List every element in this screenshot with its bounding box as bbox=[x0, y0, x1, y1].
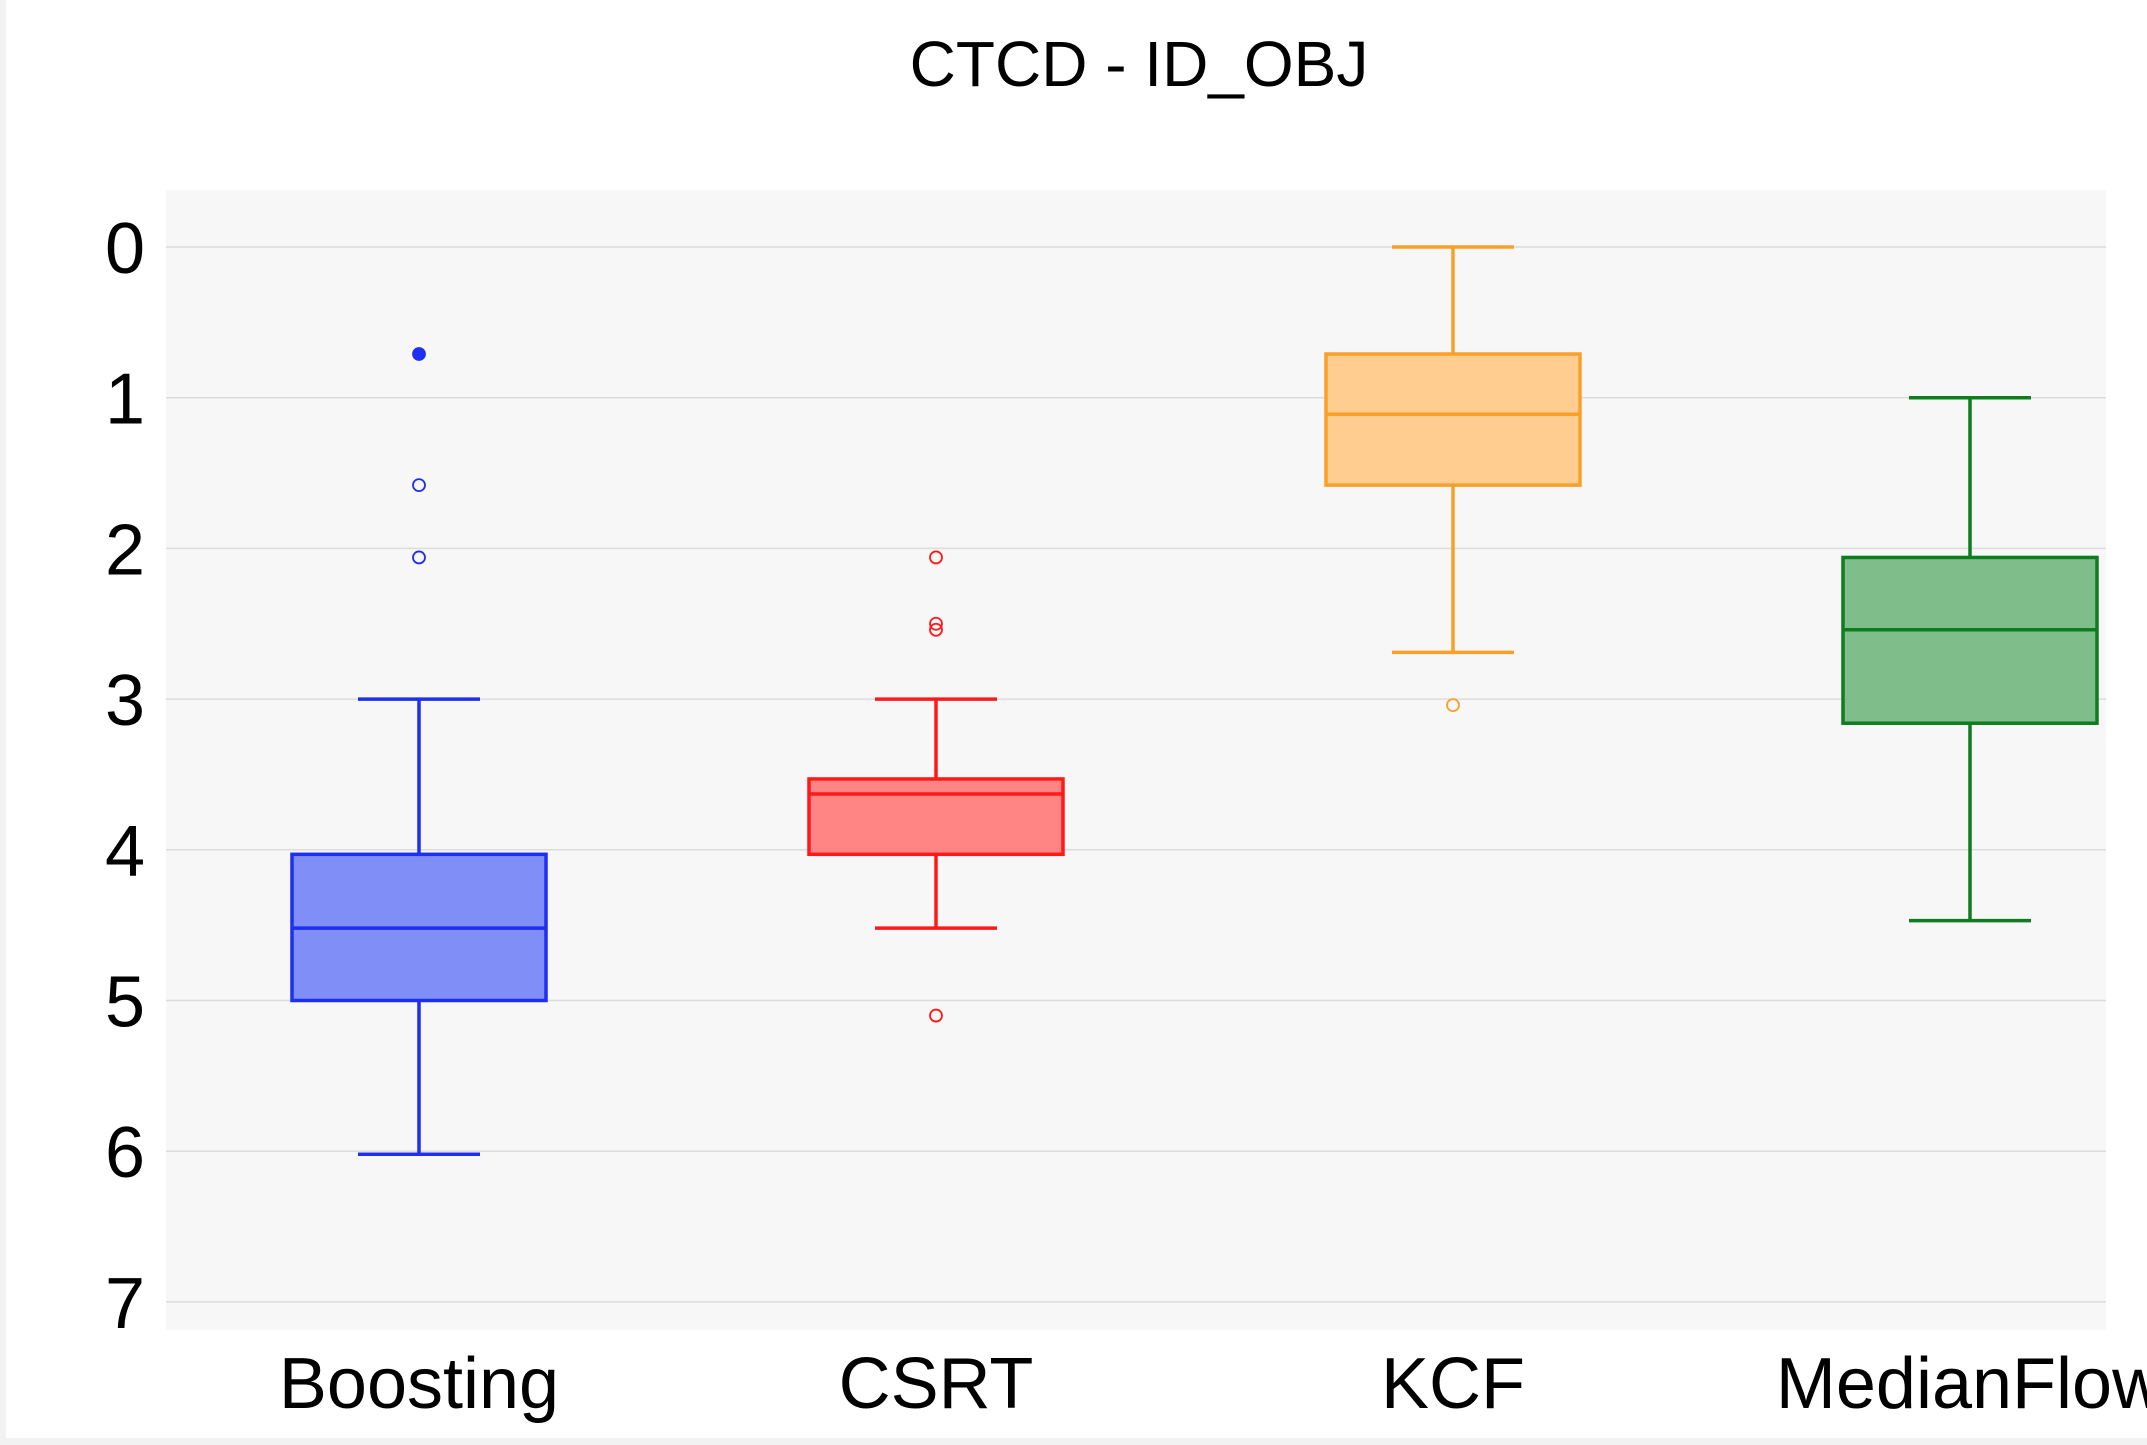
box-group bbox=[807, 550, 1065, 1023]
box-series bbox=[290, 245, 2099, 1156]
plot-area bbox=[166, 190, 2106, 1330]
y-tick-label: 7 bbox=[105, 1264, 145, 1344]
chart-title: CTCD - ID_OBJ bbox=[910, 28, 1369, 100]
y-tick-label: 3 bbox=[105, 661, 145, 741]
outlier-point bbox=[412, 550, 426, 565]
iqr-box bbox=[807, 777, 1065, 857]
box-group bbox=[1841, 395, 2099, 923]
x-category-label: CSRT bbox=[839, 1344, 1034, 1424]
x-category-label: KCF bbox=[1381, 1344, 1525, 1424]
y-tick-label: 2 bbox=[105, 510, 145, 590]
box-group bbox=[290, 347, 548, 1156]
y-tick-label: 0 bbox=[105, 209, 145, 289]
box-group bbox=[1324, 245, 1582, 713]
y-tick-label: 4 bbox=[105, 812, 145, 892]
x-category-label: MedianFlow bbox=[1776, 1344, 2147, 1424]
iqr-box bbox=[1841, 555, 2099, 725]
outlier-point bbox=[412, 347, 426, 361]
outlier-point bbox=[929, 622, 943, 637]
y-axis-tick-labels: 0 1 2 3 4 5 6 7 bbox=[105, 209, 145, 1344]
y-tick-label: 1 bbox=[105, 360, 145, 440]
iqr-box bbox=[1324, 352, 1582, 487]
grid-lines bbox=[166, 246, 2106, 1303]
left-edge-strip bbox=[0, 0, 6, 1445]
outlier-point bbox=[929, 616, 943, 631]
x-axis-category-labels: Boosting CSRT KCF MedianFlow bbox=[279, 1344, 2147, 1424]
outlier-point bbox=[1446, 698, 1460, 713]
outlier-point bbox=[929, 1008, 943, 1023]
outlier-point bbox=[412, 478, 426, 493]
y-tick-label: 5 bbox=[105, 963, 145, 1043]
bottom-edge-strip bbox=[0, 1438, 2147, 1445]
outlier-point bbox=[929, 550, 943, 565]
y-tick-label: 6 bbox=[105, 1113, 145, 1193]
x-category-label: Boosting bbox=[279, 1344, 559, 1424]
